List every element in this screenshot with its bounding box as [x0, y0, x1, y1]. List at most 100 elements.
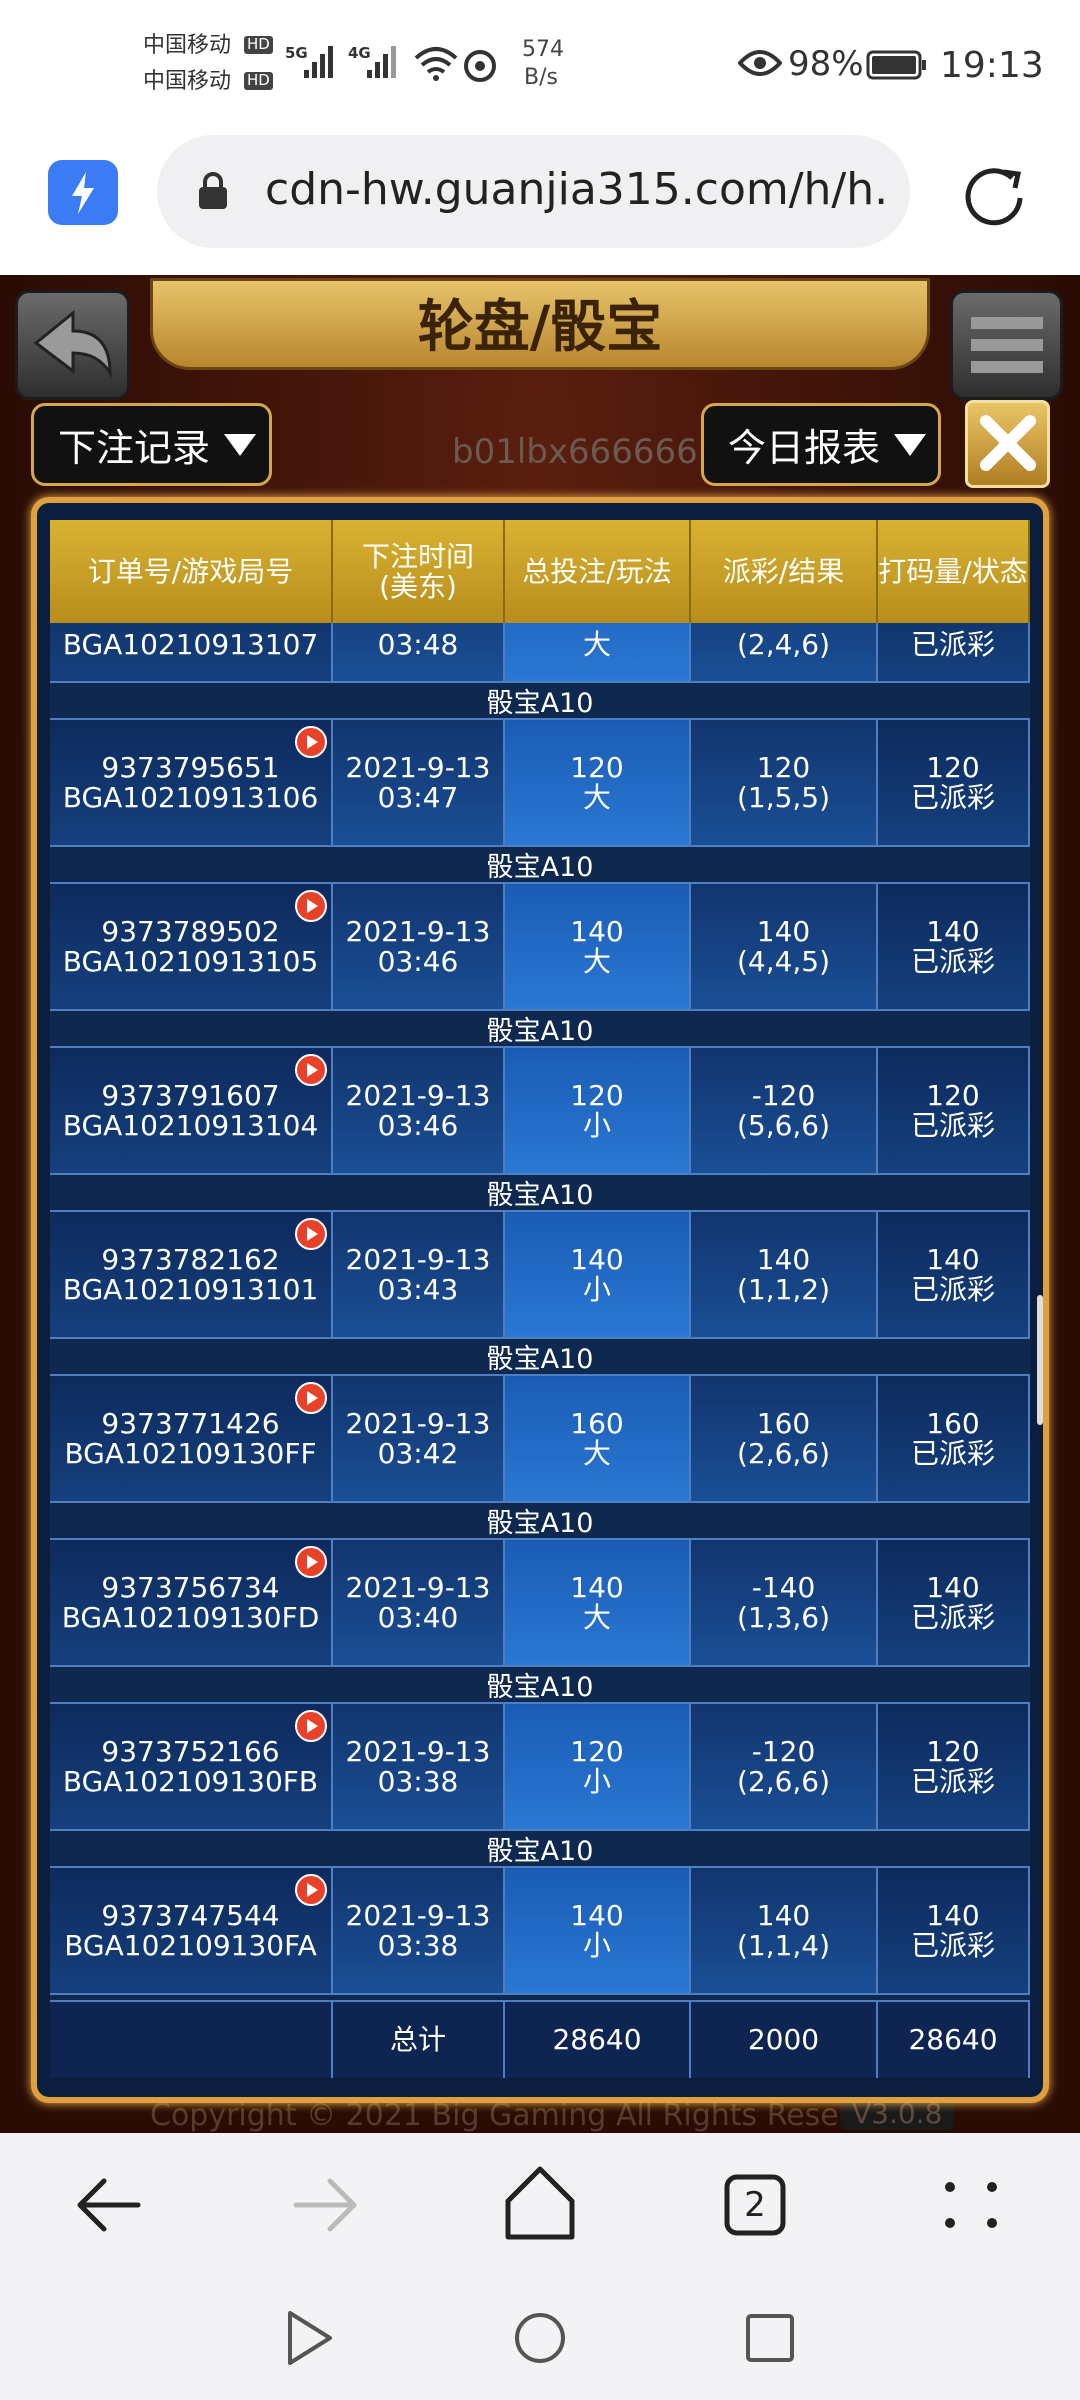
table-cell: 120 小: [505, 1704, 691, 1831]
network-type: 5G: [285, 44, 308, 62]
cell-text: 140: [756, 1899, 811, 1933]
cell-text: 140: [926, 915, 980, 949]
table-cell: 9373752166 BGA102109130FB: [50, 1704, 333, 1831]
cell-text: BGA102109130FD: [61, 1600, 320, 1634]
game-label: 骰宝A10: [50, 1831, 1030, 1868]
browser-logo[interactable]: [48, 160, 118, 225]
cell-text: 03:42: [377, 1436, 459, 1470]
video-replay-button[interactable]: [295, 890, 327, 922]
menu-button[interactable]: [950, 290, 1063, 400]
video-replay-button[interactable]: [295, 1710, 327, 1742]
report-dropdown[interactable]: 今日报表: [701, 403, 941, 486]
header-cell: 订单号/游戏局号: [50, 520, 333, 623]
cell-text: 160: [570, 1407, 624, 1441]
close-button[interactable]: [965, 400, 1050, 488]
title-banner: [150, 278, 930, 370]
button-label: 下注记录: [58, 426, 211, 470]
cell-text: 03:38: [377, 1764, 459, 1798]
reload-button[interactable]: [960, 158, 1030, 228]
cell-text: 9373752166: [101, 1735, 280, 1769]
cell-text: BGA102109130FA: [64, 1928, 317, 1962]
video-replay-button[interactable]: [295, 1218, 327, 1250]
url-bar[interactable]: cdn-hw.guanjia315.com/h/h.: [157, 135, 910, 248]
video-replay-button[interactable]: [295, 1054, 327, 1086]
totals-row: 总计 28640 2000 28640: [50, 2000, 1030, 2078]
scrollbar: [1037, 1295, 1043, 1425]
total-cell: 总计: [333, 2002, 505, 2078]
cell-text: 大: [582, 627, 611, 661]
cell-text: -120: [751, 1735, 816, 1769]
cell-text: 140: [570, 1899, 624, 1933]
cell-text: 120: [570, 751, 624, 785]
net-speed-unit: B/s: [524, 65, 558, 90]
cell-text: -120: [751, 1079, 816, 1113]
cell-text: 2021-9-13: [345, 1407, 491, 1441]
url-text: cdn-hw.guanjia315.com/h/h.: [265, 164, 889, 215]
video-replay-button[interactable]: [295, 1382, 327, 1414]
table-cell: 2021-9-13 03:42: [333, 1376, 505, 1503]
cell-text: 总计: [389, 2023, 446, 2057]
cell-text: 9373795651: [101, 751, 280, 785]
cell-text: 9373771426: [101, 1407, 280, 1441]
cell-text: 已派彩: [910, 1272, 995, 1306]
video-replay-button[interactable]: [295, 1874, 327, 1906]
cell-text: 120: [926, 1079, 980, 1113]
battery-percent: 98%: [788, 44, 864, 84]
table-cell: 120 已派彩: [878, 720, 1030, 847]
total-cell: 28640: [505, 2002, 691, 2078]
cell-text: 大: [582, 1600, 611, 1634]
carrier: 中国移动: [143, 69, 232, 94]
header-cell: 下注时间 (美东): [333, 520, 505, 623]
table-cell: 140 已派彩: [878, 1540, 1030, 1667]
total-cell: 2000: [691, 2002, 878, 2078]
cell-text: 大: [582, 780, 611, 814]
cell-text: 140: [570, 1571, 624, 1605]
cell-text: 9373789502: [101, 915, 280, 949]
back-button[interactable]: [15, 290, 130, 400]
cell-text: BGA10210913105: [62, 944, 319, 978]
cell-text: 2021-9-13: [345, 751, 491, 785]
video-replay-button[interactable]: [295, 726, 327, 758]
cell-text: (1,5,5): [736, 780, 831, 814]
cell-text: -140: [751, 1571, 816, 1605]
cell-text: BGA102109130FB: [62, 1764, 319, 1798]
table-cell: 140 已派彩: [878, 1212, 1030, 1339]
cell-text: 03:40: [377, 1600, 459, 1634]
table-cell: 2021-9-13 03:38: [333, 1704, 505, 1831]
tab-count[interactable]: 2: [744, 2185, 766, 2225]
cell-text: 2021-9-13: [345, 1079, 491, 1113]
table-cell: 9373782162 BGA10210913101: [50, 1212, 333, 1339]
table-cell: -140 (1,3,6): [691, 1540, 878, 1667]
cell-text: 120: [570, 1735, 624, 1769]
cell-text: 03:46: [377, 944, 459, 978]
cell-text: 140: [570, 1243, 624, 1277]
net-speed: 574: [522, 37, 564, 62]
cell-text: 120: [570, 1079, 624, 1113]
cell-text: (2,6,6): [736, 1436, 831, 1470]
table-cell: 140 大: [505, 1540, 691, 1667]
cell-text: BGA10210913106: [62, 780, 319, 814]
cell-text: 140: [926, 1899, 980, 1933]
video-replay-button[interactable]: [295, 1546, 327, 1578]
cell-text: 140: [570, 915, 624, 949]
table-cell: 140 小: [505, 1212, 691, 1339]
network-type: 4G: [348, 44, 371, 62]
game-label-strip: [50, 1995, 1030, 2000]
bet-record-dropdown[interactable]: 下注记录: [31, 403, 272, 486]
cell-text: 120: [926, 751, 980, 785]
cell-text: 160: [926, 1407, 980, 1441]
table-cell: 9373747544 BGA102109130FA: [50, 1868, 333, 1995]
cell-text: 已派彩: [910, 1764, 995, 1798]
cell-text: 28640: [552, 2023, 642, 2057]
cell-text: 28640: [908, 2023, 998, 2057]
signal-icons: [304, 46, 496, 82]
cell-text: 小: [582, 1108, 611, 1142]
table-cell: 140 (1,1,4): [691, 1868, 878, 1995]
copyright: Copyright © 2021 Big Gaming All Rights R…: [150, 2098, 907, 2133]
cell-text: (2,4,6): [736, 627, 831, 661]
cell-text: 140: [926, 1243, 980, 1277]
table-body: BGA10210913107 03:48 大 (2,4,6) 已派彩 骰宝A10 93737…: [50, 623, 1030, 2000]
header-cell: 总投注/玩法: [505, 520, 691, 623]
cell-text: 小: [582, 1272, 611, 1306]
